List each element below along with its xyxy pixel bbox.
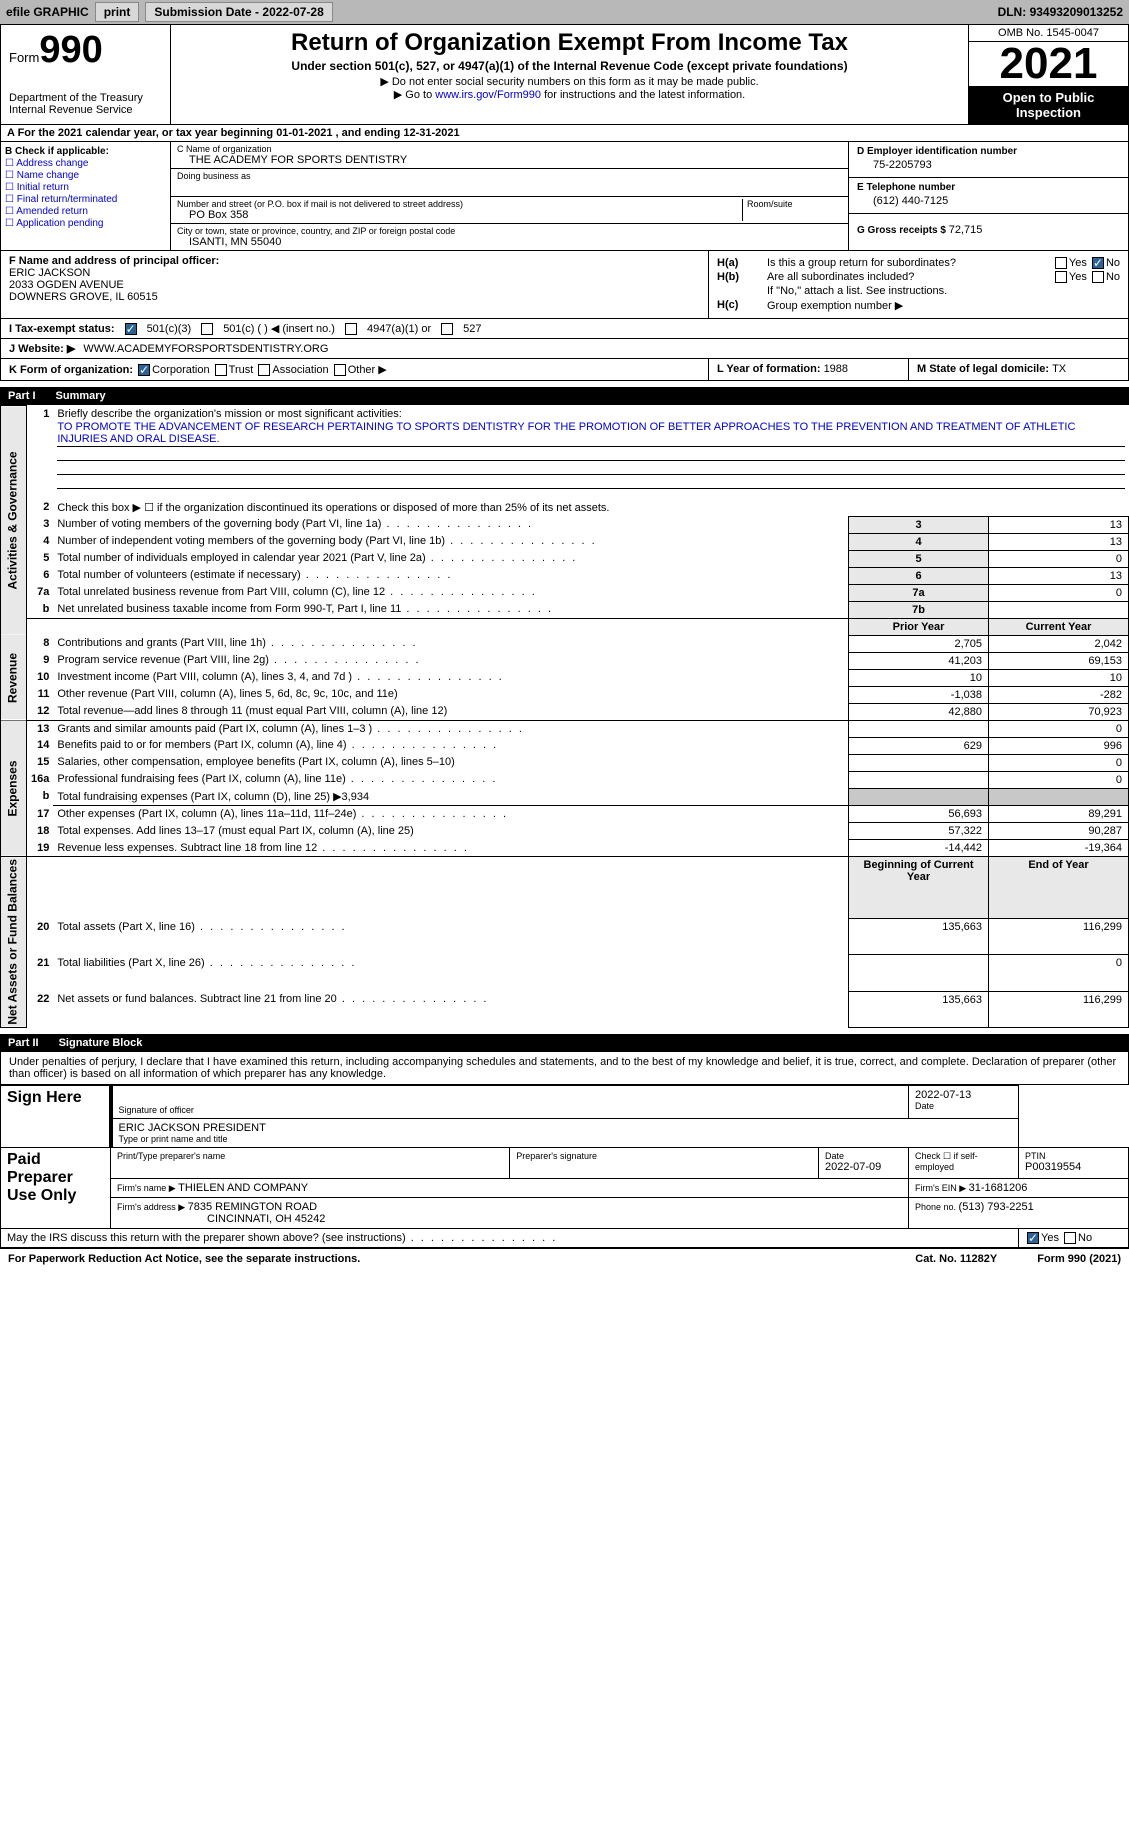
submission-date: Submission Date - 2022-07-28: [145, 2, 332, 22]
print-button[interactable]: print: [95, 2, 140, 22]
chk-name-change[interactable]: ☐ Name change: [5, 170, 166, 181]
tax-year: 2021: [969, 42, 1128, 86]
chk-assoc[interactable]: [258, 364, 270, 376]
sign-here: Sign Here: [1, 1085, 111, 1147]
ptin: P00319554: [1025, 1161, 1122, 1173]
org-name: THE ACADEMY FOR SPORTS DENTISTRY: [177, 154, 842, 166]
form-number: Form990: [9, 29, 162, 72]
chk-527[interactable]: [441, 323, 453, 335]
chk-final-return[interactable]: ☐ Final return/terminated: [5, 194, 166, 205]
form-header: Form990 Department of the Treasury Inter…: [0, 24, 1129, 125]
firm-phone: (513) 793-2251: [959, 1201, 1034, 1213]
dln: DLN: 93493209013252: [998, 5, 1123, 19]
paid-preparer: Paid Preparer Use Only: [1, 1147, 111, 1228]
summary-table: Activities & Governance 1Briefly describ…: [0, 405, 1129, 1028]
chk-amended[interactable]: ☐ Amended return: [5, 206, 166, 217]
hb-no[interactable]: [1092, 271, 1104, 283]
discuss-no[interactable]: [1064, 1232, 1076, 1244]
ha-no[interactable]: [1092, 257, 1104, 269]
officer-name: ERIC JACKSON: [9, 267, 700, 279]
col-b-checkboxes: B Check if applicable: ☐ Address change …: [1, 142, 171, 250]
chk-other[interactable]: [334, 364, 346, 376]
col-f-officer: F Name and address of principal officer:…: [1, 251, 708, 318]
telephone: (612) 440-7125: [857, 193, 1120, 209]
row-klm: K Form of organization: Corporation Trus…: [0, 359, 1129, 381]
officer-typed: ERIC JACKSON PRESIDENT: [119, 1122, 1013, 1134]
instructions-note: ▶ Go to www.irs.gov/Form990 for instruct…: [175, 88, 964, 101]
signature-table: Sign Here Signature of officer 2022-07-1…: [0, 1085, 1129, 1248]
efile-label: efile GRAPHIC: [6, 5, 89, 19]
topbar: efile GRAPHIC print Submission Date - 20…: [0, 0, 1129, 24]
part2-header: Part IISignature Block: [0, 1034, 1129, 1052]
hb-yes[interactable]: [1055, 271, 1067, 283]
ha-yes[interactable]: [1055, 257, 1067, 269]
tab-expenses: Expenses: [1, 720, 27, 857]
form-title: Return of Organization Exempt From Incom…: [175, 29, 964, 57]
tab-revenue: Revenue: [1, 635, 27, 720]
line3-val: 13: [989, 516, 1129, 533]
col-h-group: H(a)Is this a group return for subordina…: [708, 251, 1128, 318]
gross-receipts: 72,715: [949, 224, 983, 236]
chk-501c[interactable]: [201, 323, 213, 335]
dept-treasury: Department of the Treasury: [9, 92, 162, 104]
chk-4947[interactable]: [345, 323, 357, 335]
firm-name: THIELEN AND COMPANY: [178, 1182, 308, 1194]
org-city: ISANTI, MN 55040: [177, 236, 842, 248]
instructions-link[interactable]: www.irs.gov/Form990: [435, 89, 541, 101]
sig-intro: Under penalties of perjury, I declare th…: [0, 1052, 1129, 1085]
section-bc: B Check if applicable: ☐ Address change …: [0, 142, 1129, 251]
chk-corp[interactable]: [138, 364, 150, 376]
ein: 75-2205793: [857, 157, 1120, 173]
mission-text: TO PROMOTE THE ADVANCEMENT OF RESEARCH P…: [57, 420, 1124, 447]
open-to-public: Open to Public Inspection: [969, 86, 1128, 124]
form-subtitle: Under section 501(c), 527, or 4947(a)(1)…: [175, 59, 964, 73]
org-address: PO Box 358: [177, 209, 742, 221]
firm-ein: 31-1681206: [969, 1182, 1028, 1194]
col-c-org-info: C Name of organizationTHE ACADEMY FOR SP…: [171, 142, 848, 250]
col-de: D Employer identification number75-22057…: [848, 142, 1128, 250]
row-a-tax-year: A For the 2021 calendar year, or tax yea…: [0, 125, 1129, 142]
row-j-website: J Website: ▶ WWW.ACADEMYFORSPORTSDENTIST…: [0, 339, 1129, 359]
section-fh: F Name and address of principal officer:…: [0, 251, 1129, 319]
sig-date: 2022-07-13: [915, 1089, 1012, 1101]
chk-trust[interactable]: [215, 364, 227, 376]
discuss-yes[interactable]: [1027, 1232, 1039, 1244]
tab-activities: Activities & Governance: [1, 406, 27, 636]
year-formation: 1988: [824, 363, 848, 375]
page-footer: For Paperwork Reduction Act Notice, see …: [0, 1248, 1129, 1269]
chk-initial-return[interactable]: ☐ Initial return: [5, 182, 166, 193]
part1-header: Part ISummary: [0, 387, 1129, 405]
chk-address-change[interactable]: ☐ Address change: [5, 158, 166, 169]
website: WWW.ACADEMYFORSPORTSDENTISTRY.ORG: [83, 343, 328, 355]
chk-app-pending[interactable]: ☐ Application pending: [5, 218, 166, 229]
state-domicile: TX: [1052, 363, 1066, 375]
irs-label: Internal Revenue Service: [9, 104, 162, 116]
chk-501c3[interactable]: [125, 323, 137, 335]
row-i-tax-status: I Tax-exempt status: 501(c)(3) 501(c) ( …: [0, 319, 1129, 339]
ssn-note: ▶ Do not enter social security numbers o…: [175, 75, 964, 88]
tab-netassets: Net Assets or Fund Balances: [1, 857, 27, 1028]
